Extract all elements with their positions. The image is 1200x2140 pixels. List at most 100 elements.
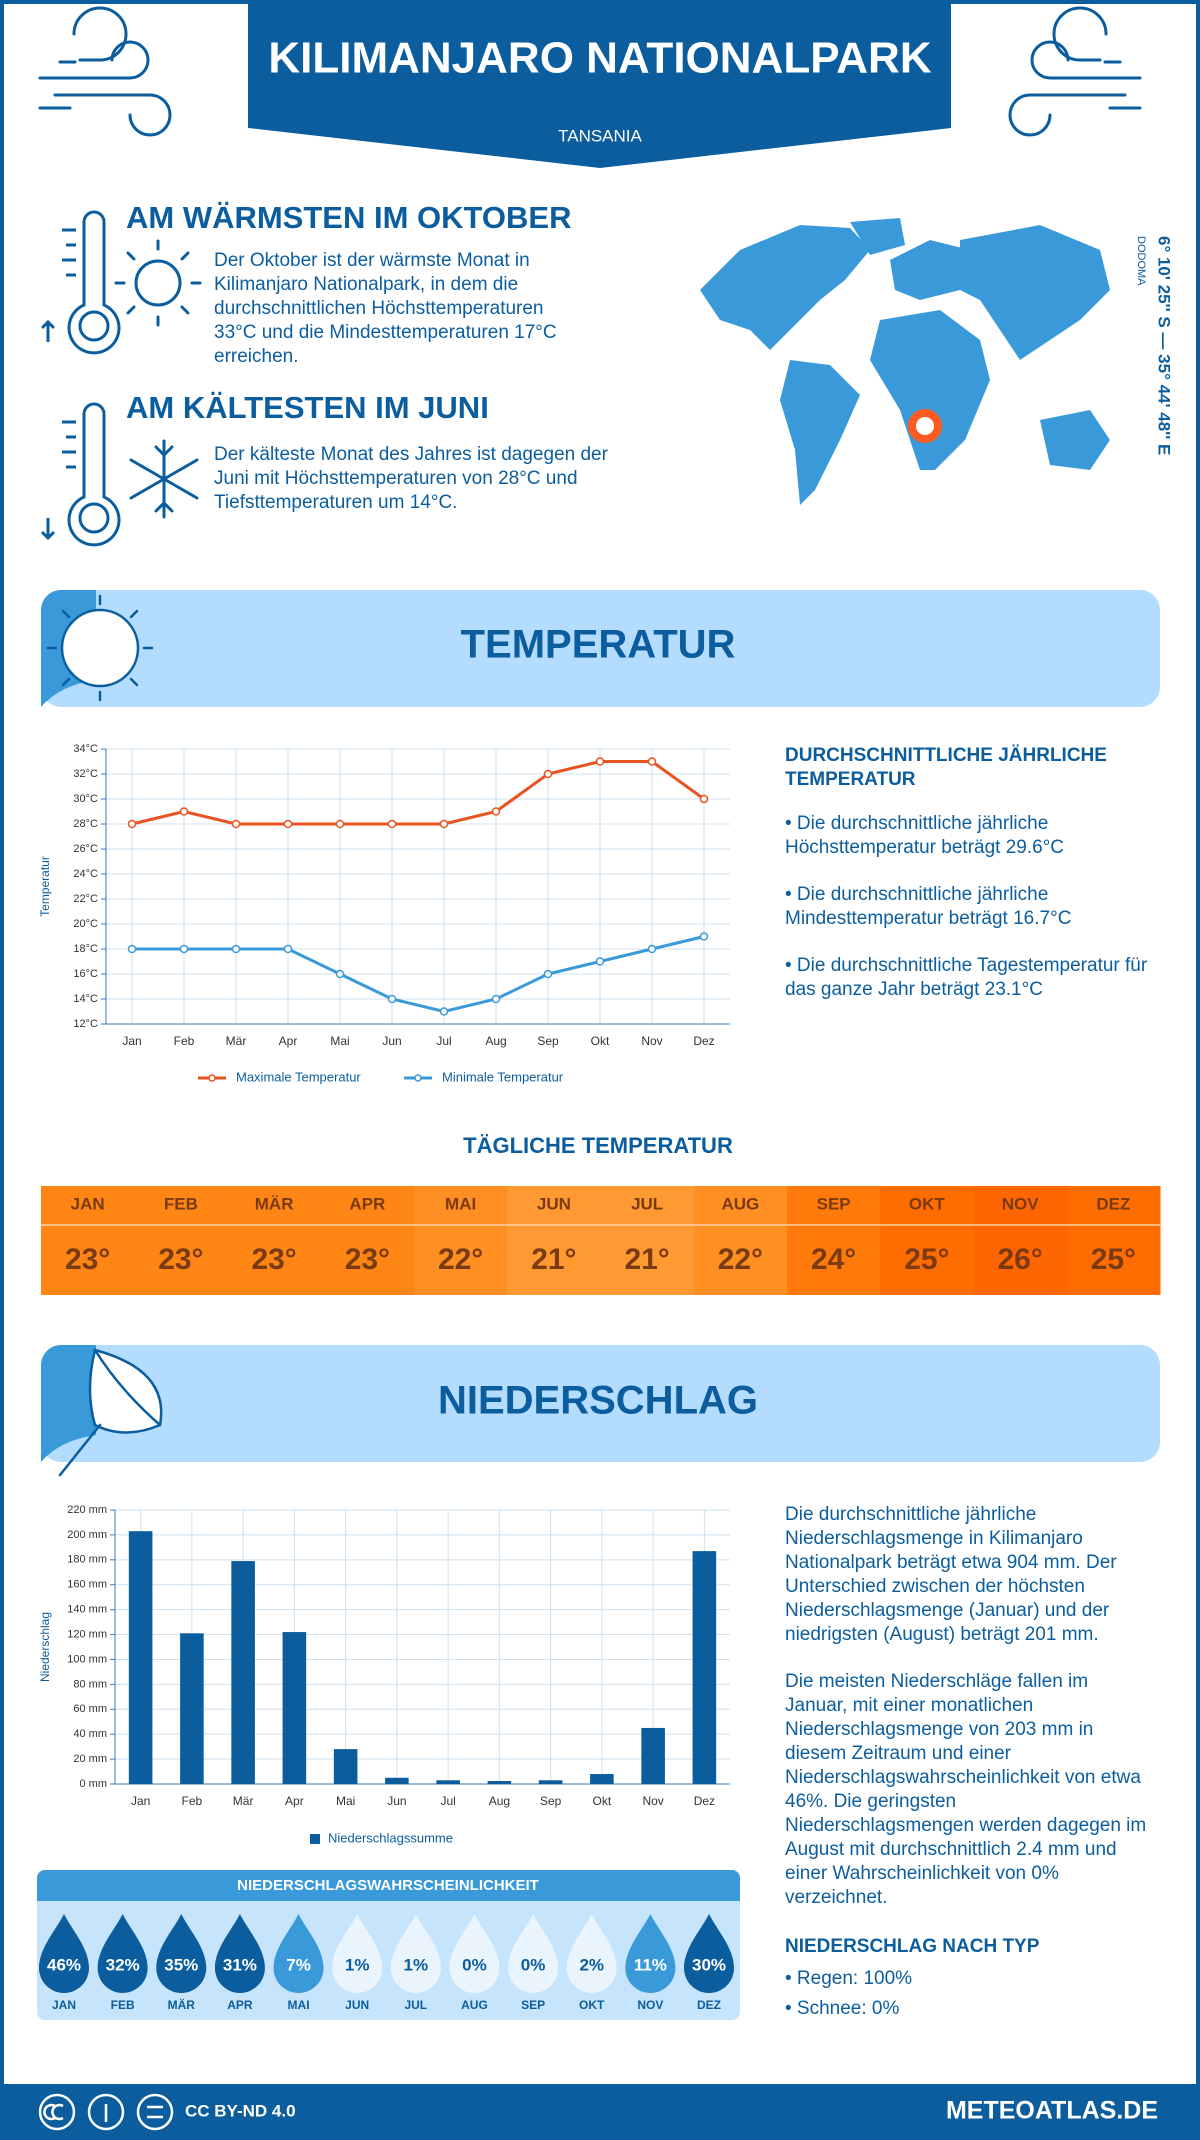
wind-icon (38, 6, 172, 137)
month-label: JUL (631, 1194, 663, 1213)
bar (487, 1781, 512, 1784)
precipitation-text: Die meisten Niederschläge fallen im Janu… (785, 1671, 1147, 1908)
coordinates: 6° 10' 25'' S — 35° 44' 48'' E (1155, 236, 1174, 455)
probability-value: 1% (345, 1955, 370, 1974)
y-tick-label: 34°C (73, 743, 98, 755)
probability-header (37, 1870, 740, 1901)
data-point (283, 944, 293, 954)
highlight-heading: AM KÄLTESTEN IM JUNI (126, 390, 489, 425)
y-axis-label: Temperatur (38, 856, 52, 917)
x-tick-label: Feb (174, 1034, 195, 1048)
section-title: TEMPERATUR (461, 623, 736, 667)
month-label: JUN (537, 1194, 571, 1213)
highlight-text: Der kälteste Monat des Jahres ist dagege… (214, 444, 608, 513)
x-tick-label: Sep (537, 1034, 559, 1048)
temperature-cell (320, 1186, 415, 1295)
probability-drop (273, 1914, 324, 1993)
site-name: METEOATLAS.DE (946, 2097, 1158, 2125)
data-point (647, 944, 657, 954)
data-point (491, 994, 501, 1004)
y-tick-label: 28°C (73, 818, 98, 830)
probability-value: 32% (106, 1955, 140, 1974)
data-point (699, 794, 709, 804)
probability-value: 11% (634, 1955, 667, 1974)
data-point (387, 994, 397, 1004)
header-banner (248, 0, 951, 168)
probability-value: 30% (692, 1955, 726, 1974)
temperature-value: 24° (811, 1243, 856, 1276)
x-tick-label: Apr (285, 1794, 304, 1808)
data-point (647, 757, 657, 766)
y-tick-label: 26°C (73, 843, 98, 855)
precipitation-probability: NIEDERSCHLAGSWAHRSCHEINLICHKEIT 46% JAN 32… (37, 1870, 740, 2020)
y-tick-label: 180 mm (67, 1554, 107, 1566)
x-tick-label: Feb (182, 1794, 203, 1808)
data-point (179, 807, 189, 816)
daily-temperature: TÄGLICHE TEMPERATUR JAN 23° FEB 23° MÄR 23° AP… (41, 1133, 1161, 1295)
data-point (543, 969, 553, 979)
page-subtitle: TANSANIA (558, 126, 642, 145)
probability-month: SEP (521, 1998, 545, 2012)
probability-month: JUL (404, 1998, 427, 2012)
x-tick-label: Nov (642, 1794, 663, 1808)
temperature-value: 25° (1091, 1243, 1136, 1276)
y-axis-label: Niederschlag (38, 1612, 52, 1682)
sun-icon (46, 594, 154, 702)
summary-point: • Die durchschnittliche jährliche Mindes… (785, 884, 1072, 929)
summary-point: • Die durchschnittliche Tagestemperatur … (785, 955, 1148, 1000)
x-tick-label: Dez (694, 1794, 715, 1808)
temperature-cell (414, 1186, 508, 1295)
y-tick-label: 24°C (73, 868, 98, 880)
data-point (491, 807, 501, 816)
probability-month: NOV (637, 1998, 663, 2012)
x-tick-label: Nov (641, 1034, 662, 1048)
data-point (231, 944, 241, 954)
sun-icon (114, 239, 202, 327)
probability-month: JAN (52, 1998, 76, 2012)
month-label: APR (349, 1194, 385, 1213)
type-heading: NIEDERSCHLAG NACH TYP (785, 1936, 1040, 1957)
x-tick-label: Okt (593, 1794, 612, 1808)
probability-drop (214, 1914, 265, 1993)
x-tick-label: Jul (440, 1794, 455, 1808)
temperature-cell (507, 1186, 601, 1295)
section-title: NIEDERSCHLAG (438, 1379, 758, 1423)
month-label: SEP (817, 1194, 851, 1213)
y-tick-label: 30°C (73, 793, 98, 805)
x-tick-label: Jun (387, 1794, 406, 1808)
y-tick-label: 100 mm (67, 1653, 107, 1665)
probability-month: MAI (288, 1998, 310, 2012)
probability-value: 1% (404, 1955, 429, 1974)
month-label: MAI (445, 1194, 476, 1213)
bar (538, 1780, 563, 1784)
month-label: JAN (71, 1194, 105, 1213)
probability-drop (684, 1914, 734, 1993)
data-point (543, 769, 553, 779)
probability-value: 0% (521, 1955, 546, 1974)
x-tick-label: Jan (131, 1794, 150, 1808)
data-point (595, 957, 605, 966)
section-banner (41, 590, 1160, 707)
data-point (179, 944, 189, 954)
x-tick-label: Mär (233, 1794, 254, 1808)
y-tick-label: 22°C (73, 893, 98, 905)
probability-box (37, 1870, 740, 2020)
temperature-value: 22° (718, 1243, 763, 1276)
probability-drop (390, 1914, 441, 1993)
y-tick-label: 220 mm (67, 1504, 107, 1516)
month-label: AUG (721, 1194, 759, 1213)
y-tick-label: 0 mm (80, 1778, 108, 1790)
probability-value: 31% (223, 1955, 257, 1974)
probability-month: DEZ (697, 1998, 721, 2012)
bar (590, 1774, 614, 1784)
x-tick-label: Aug (489, 1794, 510, 1808)
bar (231, 1561, 255, 1784)
probability-month: AUG (461, 1998, 488, 2012)
y-tick-label: 20°C (73, 918, 98, 930)
x-tick-label: Mai (330, 1034, 349, 1048)
probability-drop (156, 1914, 207, 1993)
probability-drop (332, 1914, 383, 1993)
temperature-cell (1066, 1186, 1161, 1295)
y-tick-label: 200 mm (67, 1529, 107, 1541)
